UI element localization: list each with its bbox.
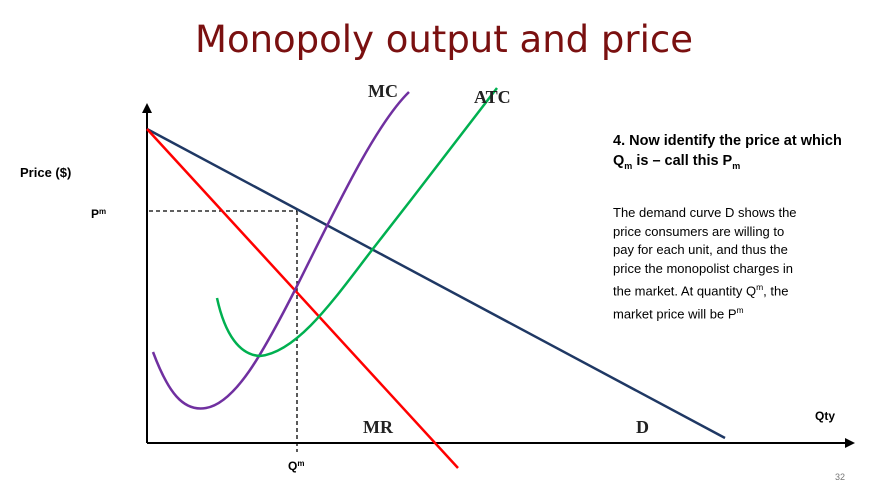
marginal-revenue-curve — [146, 128, 459, 469]
slide-title: Monopoly output and price — [195, 18, 693, 61]
average-total-cost-curve — [215, 87, 498, 358]
demand-explanation: The demand curve D shows the price consu… — [613, 205, 797, 322]
atc-label: ATC — [474, 87, 511, 107]
mc-label: MC — [368, 81, 398, 101]
demand-label: D — [636, 417, 649, 437]
price-marker: Pm — [91, 207, 106, 221]
x-axis-label: Qty — [815, 409, 835, 423]
page-number: 32 — [835, 472, 846, 482]
step-heading: 4. Now identify the price at which Qm is… — [613, 133, 842, 171]
mr-label: MR — [363, 417, 394, 437]
demand-curve — [146, 127, 726, 440]
y-axis-label: Price ($) — [20, 165, 72, 180]
quantity-marker: Qm — [288, 459, 304, 473]
marginal-cost-curve — [151, 91, 410, 410]
